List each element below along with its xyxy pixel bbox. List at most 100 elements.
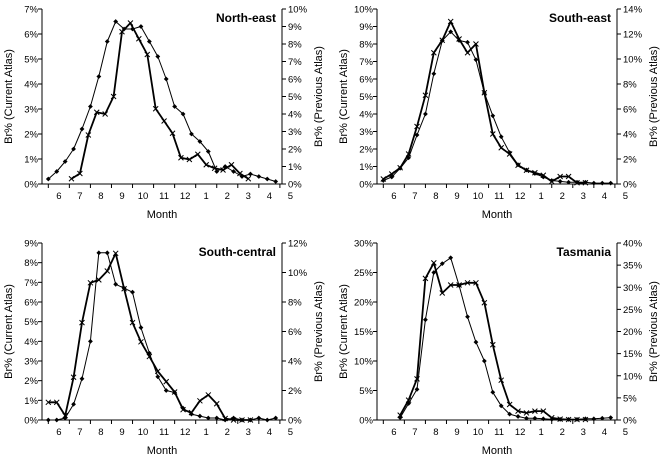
x-tick-label: 3 (246, 427, 251, 438)
data-point-cross (414, 375, 420, 382)
left-y-tick-label: 4% (24, 80, 38, 91)
data-point-cross (119, 28, 125, 35)
x-tick-label: 5 (288, 191, 293, 202)
data-point-cross (456, 36, 462, 42)
data-point-diamond (448, 29, 454, 35)
left-y-tick-label: 1% (359, 162, 373, 173)
data-point-diamond (414, 386, 420, 392)
data-point-cross (93, 109, 100, 116)
left-y-tick-label: 10% (354, 357, 374, 368)
right-y-tick-label: 8% (288, 298, 302, 309)
left-y-tick-label: 1% (24, 396, 38, 407)
left-y-axis-label: Br% (Current Atlas) (3, 49, 15, 144)
data-point-cross (430, 260, 437, 266)
left-y-tick-label: 9% (24, 239, 38, 250)
data-point-diamond (566, 179, 571, 185)
right-y-tick-label: 40% (623, 239, 643, 250)
series-line-current-atlas (48, 252, 276, 421)
right-y-tick-label: 10% (623, 55, 643, 66)
data-point-diamond (222, 417, 228, 423)
data-point-cross (127, 20, 134, 26)
data-point-cross (430, 49, 437, 56)
data-point-cross (230, 417, 237, 423)
data-point-diamond (155, 54, 161, 59)
x-tick-label: 1 (204, 427, 209, 438)
x-tick-label: 12 (515, 427, 526, 438)
data-point-diamond (45, 417, 51, 423)
left-y-tick-label: 4% (24, 337, 38, 348)
x-tick-label: 7 (412, 191, 417, 202)
data-point-cross (489, 131, 496, 137)
data-point-diamond (608, 180, 614, 186)
data-point-cross (77, 170, 83, 177)
left-y-tick-label: 9% (359, 22, 373, 33)
data-point-diamond (439, 261, 445, 267)
data-point-cross (557, 173, 564, 180)
data-point-diamond (264, 176, 270, 182)
data-point-diamond (96, 74, 102, 79)
right-y-tick-label: 0% (623, 180, 637, 191)
data-point-cross (515, 408, 521, 415)
x-tick-label: 4 (602, 427, 607, 438)
x-tick-label: 7 (77, 191, 82, 202)
data-point-diamond (599, 415, 605, 421)
data-point-cross (489, 341, 496, 348)
x-tick-label: 2 (560, 191, 565, 202)
right-y-tick-label: 9% (288, 22, 302, 33)
data-point-cross (523, 410, 530, 416)
left-y-tick-label: 0% (359, 416, 373, 427)
data-point-diamond (163, 76, 169, 82)
right-y-tick-label: 3% (288, 127, 302, 138)
right-y-axis-label: Br% (Previous Atlas) (648, 281, 660, 382)
data-point-diamond (71, 401, 76, 407)
data-point-cross (228, 161, 235, 168)
data-point-diamond (180, 111, 186, 117)
x-tick-label: 12 (180, 191, 191, 202)
series-line-previous-atlas (48, 252, 251, 421)
data-point-diamond (79, 126, 85, 132)
data-point-cross (557, 416, 564, 422)
right-y-tick-label: 10% (288, 268, 308, 279)
data-point-diamond (205, 149, 211, 154)
data-point-cross (169, 130, 176, 137)
data-point-cross (197, 397, 203, 404)
right-y-tick-label: 2% (288, 145, 302, 156)
data-point-cross (180, 406, 186, 413)
data-point-cross (87, 279, 94, 286)
left-y-tick-label: 3% (24, 105, 38, 116)
data-point-cross (68, 175, 75, 182)
data-point-cross (565, 173, 572, 180)
left-y-tick-label: 0% (24, 416, 38, 427)
data-point-diamond (273, 415, 279, 421)
x-axis-label: Month (147, 209, 178, 221)
data-point-diamond (138, 325, 144, 330)
data-point-cross (247, 417, 254, 423)
x-tick-label: 8 (433, 191, 438, 202)
data-point-cross (186, 156, 193, 163)
data-point-cross (237, 170, 243, 177)
data-point-diamond (423, 317, 428, 323)
chart-title: Tasmania (557, 245, 612, 259)
data-point-diamond (591, 416, 597, 422)
x-tick-label: 1 (204, 191, 209, 202)
left-y-tick-label: 20% (354, 298, 374, 309)
data-point-cross (211, 165, 218, 172)
right-y-tick-label: 0% (623, 416, 637, 427)
chart-title: North-east (216, 11, 276, 25)
x-tick-label: 4 (602, 191, 607, 202)
chart-title: South-central (199, 245, 276, 259)
data-point-diamond (62, 415, 68, 421)
data-point-cross (245, 175, 252, 182)
data-point-diamond (557, 178, 563, 184)
x-tick-label: 1 (539, 191, 544, 202)
data-point-diamond (599, 180, 605, 186)
x-tick-label: 11 (494, 427, 504, 438)
data-point-cross (194, 151, 201, 158)
data-point-diamond (138, 24, 144, 29)
data-point-cross (144, 51, 151, 58)
data-point-cross (161, 118, 167, 124)
data-point-cross (45, 399, 52, 406)
data-point-diamond (273, 179, 279, 184)
left-y-tick-label: 6% (359, 75, 373, 86)
data-point-cross (405, 151, 412, 157)
